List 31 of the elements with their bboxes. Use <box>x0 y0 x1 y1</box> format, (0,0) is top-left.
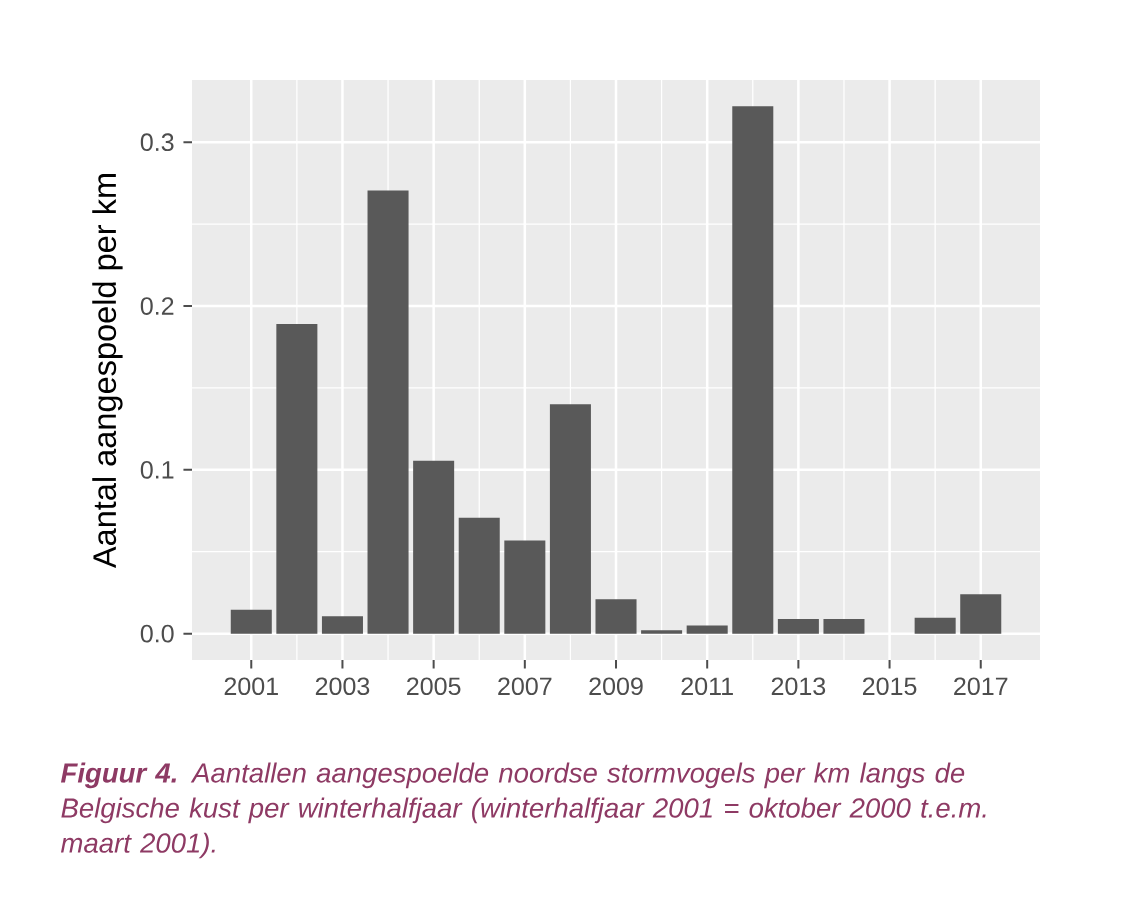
bar <box>549 404 591 634</box>
y-tick-label: 0.1 <box>140 460 174 479</box>
x-tick-label: 2001 <box>224 677 278 696</box>
bar <box>777 618 819 634</box>
bar <box>686 625 728 634</box>
y-axis-title: Aantal aangespoeld per km <box>92 174 123 569</box>
bar <box>367 190 409 634</box>
x-tick-label: 2013 <box>771 677 826 696</box>
y-tick-label: 0.3 <box>140 133 174 152</box>
bar <box>413 460 455 634</box>
bar <box>823 618 865 634</box>
x-tick-label: 2007 <box>498 677 552 696</box>
y-tick-label: 0.0 <box>140 624 174 643</box>
x-tick-label: 2017 <box>954 677 1008 696</box>
x-tick-label: 2003 <box>315 677 370 696</box>
bar <box>960 594 1002 634</box>
bar <box>504 540 546 634</box>
x-tick-label: 2005 <box>407 677 461 696</box>
text: Figuur 4. Aantallen aangespoelde noordse stormvogels per km langs de Belgische kust per winterhalfjaar (winterhalfjaar 2001 = oktober 2000 t.e.m. maart 2001). <box>60 762 986 859</box>
bar <box>595 599 637 634</box>
bar <box>914 617 956 634</box>
x-tick-label: 2011 <box>681 677 733 696</box>
bar <box>230 609 272 634</box>
bar <box>732 106 774 634</box>
bar <box>321 616 363 634</box>
x-tick-label: 2009 <box>589 677 643 696</box>
bar <box>641 630 683 634</box>
x-tick-label: 2015 <box>862 677 917 696</box>
bar <box>276 324 318 634</box>
bar <box>458 517 500 634</box>
y-tick-label: 0.2 <box>140 297 174 315</box>
